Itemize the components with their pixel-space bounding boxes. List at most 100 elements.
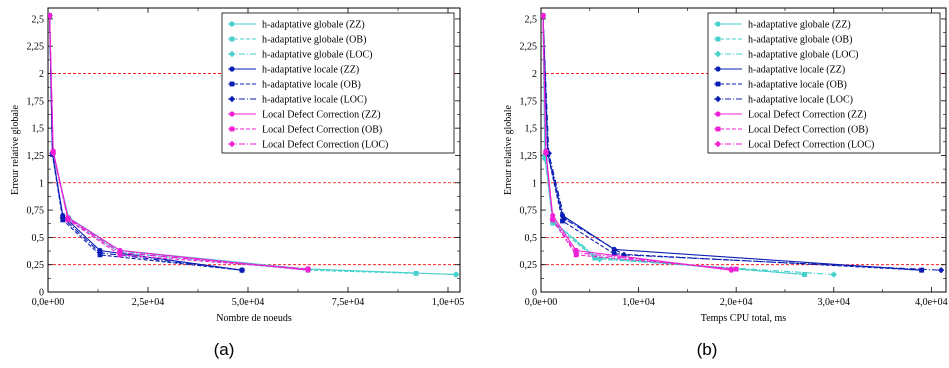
legend-marker: [714, 140, 722, 148]
legend-marker: [229, 36, 235, 42]
plot-frame: [540, 7, 947, 293]
legend-label: Local Defect Correction (OB): [262, 125, 382, 136]
x-tick-label: 1,0e+05: [432, 297, 465, 308]
y-tick-label: 0,5: [525, 233, 538, 244]
data-point: [542, 150, 550, 157]
y-tick-label: 0,75: [520, 206, 538, 217]
data-point: [802, 272, 807, 277]
legend-label: h-adaptative locale (ZZ): [262, 65, 359, 76]
legend-marker: [715, 66, 721, 72]
data-point: [59, 214, 66, 221]
x-tick-label: 0,0e+00: [32, 297, 65, 308]
legend-label: Local Defect Correction (LOC): [262, 140, 388, 151]
chart-panel-b: 0 0,25 0,5 0,75 1 1,25 1,5 1,75 2 2,25 2,5 0,0e+00 1…: [503, 7, 948, 324]
data-point: [549, 215, 556, 223]
legend-label: h-adaptative globale (LOC): [748, 50, 859, 61]
data-point: [50, 150, 57, 157]
y-tick-label: 0: [532, 288, 537, 299]
legend-marker: [715, 126, 721, 132]
y-tick-label: 2,25: [27, 42, 45, 53]
data-point: [48, 12, 53, 19]
y-tick-label: 1,25: [27, 151, 45, 162]
y-tick-label: 2: [532, 69, 537, 80]
legend-label: h-adaptative locale (OB): [748, 80, 847, 91]
data-point: [611, 251, 617, 257]
legend-label: h-adaptative globale (LOC): [262, 50, 373, 61]
data-point: [541, 155, 549, 162]
x-tick-label: 4,0e+04: [915, 297, 948, 308]
y-tick-label: 1: [532, 178, 537, 189]
x-tick-label: 3,0e+04: [817, 297, 850, 308]
y-tick-label: 2,5: [525, 14, 538, 25]
x-tick-label: 2,5e+04: [132, 297, 165, 308]
y-tick-label: 0,25: [27, 260, 45, 271]
series-line: [542, 15, 737, 270]
legend-box: [707, 12, 941, 154]
legend-marker: [715, 81, 721, 87]
legend-label: h-adaptative locale (ZZ): [748, 65, 845, 76]
legend-marker: [229, 126, 235, 132]
data-point: [937, 266, 945, 274]
x-tick-label: 0,0e+00: [525, 297, 558, 308]
series-group: [541, 12, 945, 278]
legend-label: Local Defect Correction (ZZ): [262, 110, 381, 121]
legend-label: h-adaptative globale (OB): [748, 35, 852, 46]
data-point: [64, 215, 72, 223]
y-tick-label: 0,75: [27, 206, 45, 217]
data-point: [452, 271, 460, 278]
data-point: [592, 255, 598, 261]
legend-marker: [229, 81, 235, 87]
y-tick-label: 1: [39, 178, 44, 189]
x-axis-label: Temps CPU total, ms: [701, 313, 787, 324]
caption-a: (a): [214, 340, 235, 359]
y-tick-label: 2,25: [520, 42, 538, 53]
legend-marker: [228, 50, 236, 58]
x-tick-label: 5,0e+04: [232, 297, 265, 308]
legend: h-adaptative globale (ZZ) h-adaptative gl…: [707, 12, 941, 154]
plot-frame: [47, 7, 461, 293]
legend-label: Local Defect Correction (OB): [748, 125, 868, 136]
data-point: [733, 266, 739, 272]
data-point: [304, 265, 312, 273]
legend-marker: [229, 21, 235, 27]
series-line: [542, 15, 732, 270]
series-line: [542, 15, 942, 271]
y-tick-label: 1,25: [520, 151, 538, 162]
data-point: [238, 266, 246, 274]
y-tick-label: 1,5: [32, 124, 45, 135]
legend-label: h-adaptative globale (ZZ): [262, 20, 365, 31]
legend-label: h-adaptative locale (OB): [262, 80, 361, 91]
data-point: [116, 249, 124, 256]
legend-marker: [714, 95, 722, 103]
legend-marker: [714, 50, 722, 58]
legend-label: h-adaptative locale (LOC): [262, 95, 367, 106]
legend-label: h-adaptative locale (LOC): [748, 95, 853, 106]
legend-marker: [228, 140, 236, 148]
legend-label: Local Defect Correction (ZZ): [748, 110, 867, 121]
y-tick-label: 2: [39, 69, 44, 80]
data-point: [728, 265, 735, 273]
data-point: [541, 12, 547, 19]
legend-box: [221, 12, 455, 154]
legend-marker: [228, 95, 236, 103]
y-tick-label: 0,5: [32, 233, 45, 244]
data-point: [572, 249, 580, 256]
y-axis-label: Erreur relative globale: [10, 104, 21, 195]
legend-marker: [715, 111, 721, 117]
y-axis-label: Erreur relative globale: [503, 104, 514, 195]
legend-marker: [715, 21, 721, 27]
legend: h-adaptative globale (ZZ) h-adaptative gl…: [221, 12, 455, 154]
series-line: [49, 15, 243, 271]
x-tick-label: 1,0e+04: [622, 297, 655, 308]
caption-b: (b): [697, 340, 718, 359]
y-tick-label: 0: [39, 288, 44, 299]
y-tick-label: 0,25: [520, 260, 538, 271]
y-tick-label: 2,5: [32, 14, 45, 25]
series-line: [49, 15, 309, 270]
chart-panel-a: 0 0,25 0,5 0,75 1 1,25 1,5 1,75 2 2,25 2,5 0,0e+00 2…: [10, 7, 465, 324]
legend-label: h-adaptative globale (OB): [262, 35, 366, 46]
x-tick-label: 7,5e+04: [332, 297, 365, 308]
x-tick-label: 2,0e+04: [720, 297, 753, 308]
data-point: [830, 271, 837, 278]
